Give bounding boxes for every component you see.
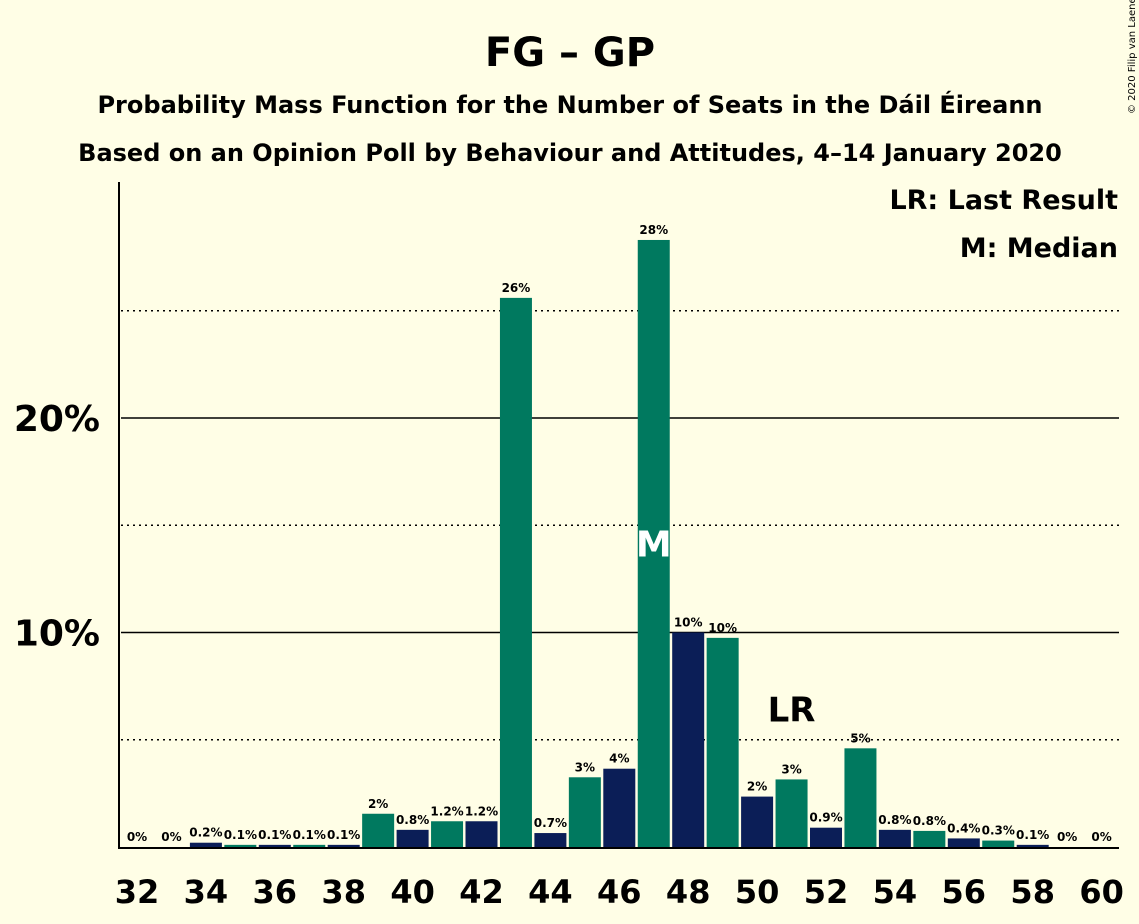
chart-subtitle-2: Based on an Opinion Poll by Behaviour an… <box>78 139 1062 167</box>
data-label-seat-32: 0% <box>127 830 147 844</box>
data-label-seat-50: 2% <box>747 780 767 794</box>
data-label-seat-41: 1.2% <box>430 804 463 818</box>
chart-title: FG – GP <box>485 30 655 76</box>
median-marker: M <box>636 524 672 565</box>
bar-seat-56 <box>947 838 980 847</box>
x-tick-label: 56 <box>942 873 987 911</box>
data-label-seat-52: 0.9% <box>809 811 842 825</box>
bar-seat-46 <box>603 768 636 847</box>
y-tick-label: 20% <box>14 399 100 440</box>
bar-seat-51 <box>775 779 808 847</box>
bar-seat-58 <box>1016 844 1049 847</box>
data-label-seat-48: 10% <box>674 616 703 630</box>
bar-seat-52 <box>810 827 842 847</box>
data-label-seat-39: 2% <box>368 797 388 811</box>
x-tick-label: 48 <box>666 873 711 911</box>
bar-seat-55 <box>913 830 946 847</box>
x-tick-label: 32 <box>115 873 160 911</box>
data-label-seat-33: 0% <box>161 830 181 844</box>
data-label-seat-58: 0.1% <box>1016 828 1049 842</box>
bar-seat-57 <box>982 840 1015 847</box>
y-tick-labels: 10% 20% <box>14 399 100 655</box>
data-label-seat-54: 0.8% <box>878 813 911 827</box>
data-label-seat-45: 3% <box>575 760 595 774</box>
bar-seat-41 <box>431 821 464 847</box>
bar-seat-40 <box>396 829 429 847</box>
data-label-seat-46: 4% <box>609 752 629 766</box>
data-label-seat-51: 3% <box>781 762 801 776</box>
data-label-seat-34: 0.2% <box>189 826 222 840</box>
grid-lines <box>121 310 1119 741</box>
bar-seat-39 <box>362 813 395 847</box>
bar-seat-50 <box>741 796 774 847</box>
data-label-seat-60: 0% <box>1091 830 1111 844</box>
copyright-text: © 2020 Filip van Laenen <box>1127 0 1138 114</box>
x-tick-label: 52 <box>804 873 849 911</box>
bar-seat-35 <box>224 844 257 847</box>
bar-seat-44 <box>534 833 567 847</box>
x-tick-label: 60 <box>1079 873 1124 911</box>
data-label-seat-37: 0.1% <box>293 828 326 842</box>
bar-seat-53 <box>844 748 877 847</box>
data-label-seat-36: 0.1% <box>258 828 291 842</box>
bar-seat-43 <box>499 297 532 847</box>
data-label-seat-59: 0% <box>1057 830 1077 844</box>
bar-seat-42 <box>465 821 498 847</box>
x-tick-labels: 32 34 36 38 40 42 44 46 48 50 52 54 56 58 60 <box>115 873 1124 911</box>
data-label-seat-44: 0.7% <box>534 816 567 830</box>
bar-seat-54 <box>878 829 911 847</box>
x-tick-label: 34 <box>184 873 229 911</box>
x-tick-label: 54 <box>873 873 918 911</box>
bars-group <box>189 239 1049 848</box>
bar-seat-47 <box>637 239 670 848</box>
data-label-seat-49: 10% <box>708 621 737 635</box>
last-result-marker: LR <box>768 690 816 730</box>
data-label-seat-38: 0.1% <box>327 828 360 842</box>
data-label-seat-42: 1.2% <box>465 804 498 818</box>
x-tick-label: 40 <box>390 873 435 911</box>
data-label-seat-53: 5% <box>850 731 870 745</box>
bar-seat-38 <box>327 844 360 847</box>
x-tick-label: 38 <box>321 873 366 911</box>
data-label-seat-35: 0.1% <box>224 828 257 842</box>
x-tick-label: 50 <box>735 873 780 911</box>
data-labels-group: 0% 0% 0.2% 0.1% 0.1% 0.1% 0.1%2%0.8%1.2% 1.2%26… <box>127 223 1112 844</box>
x-tick-label: 36 <box>253 873 298 911</box>
x-tick-label: 42 <box>459 873 504 911</box>
bar-seat-34 <box>189 842 222 847</box>
data-label-seat-47: 28% <box>639 223 668 237</box>
data-label-seat-40: 0.8% <box>396 813 429 827</box>
bar-seat-45 <box>568 777 601 847</box>
legend-median: M: Median <box>960 233 1118 264</box>
x-tick-label: 58 <box>1010 873 1055 911</box>
bar-seat-48 <box>672 632 705 847</box>
bar-seat-37 <box>293 844 326 847</box>
bar-seat-36 <box>258 844 291 847</box>
bar-seat-49 <box>706 637 739 847</box>
chart-subtitle-1: Probability Mass Function for the Number… <box>97 90 1042 119</box>
data-label-seat-57: 0.3% <box>982 824 1015 838</box>
y-tick-label: 10% <box>14 614 100 655</box>
legend-last-result: LR: Last Result <box>889 185 1118 216</box>
x-tick-label: 44 <box>528 873 573 911</box>
x-tick-label: 46 <box>597 873 642 911</box>
data-label-seat-43: 26% <box>502 281 531 295</box>
data-label-seat-56: 0.4% <box>947 821 980 835</box>
data-label-seat-55: 0.8% <box>913 814 946 828</box>
